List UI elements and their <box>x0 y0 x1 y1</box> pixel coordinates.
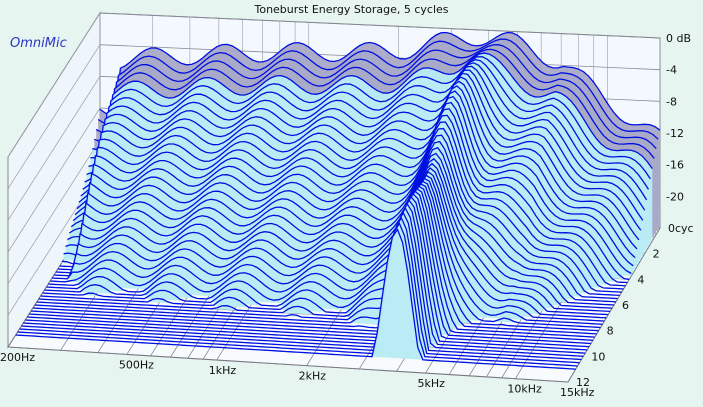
slice-trace <box>76 80 638 250</box>
slice-trace <box>63 121 624 290</box>
slice-trace <box>61 127 622 293</box>
slice-trace <box>17 222 578 367</box>
x-tick-label: 10kHz <box>507 383 542 396</box>
grid-line-cycle <box>7 346 569 383</box>
grid-line-db-left <box>7 107 101 253</box>
slice-trace <box>29 195 590 348</box>
grid-line-db-left <box>7 44 101 189</box>
slice-trace <box>25 202 586 354</box>
slice-trace <box>36 185 597 335</box>
chart-title: Toneburst Energy Storage, 5 cycles <box>254 3 449 16</box>
y-tick-label: 4 <box>637 273 644 286</box>
slice-trace <box>53 152 615 306</box>
x-tick-label: 500Hz <box>119 358 154 371</box>
slice-trace <box>42 177 603 325</box>
slice-trace <box>84 65 646 211</box>
slice-trace <box>57 140 618 300</box>
slice-trace <box>90 56 651 180</box>
y-tick-label: 10 <box>591 350 605 363</box>
slice-trace <box>97 38 659 140</box>
grid-line-db-left <box>7 139 101 284</box>
z-tick-label: 0 dB <box>666 32 691 45</box>
x-tick-label: 1kHz <box>209 364 237 377</box>
slice-trace <box>94 48 655 159</box>
slice-fill <box>44 175 605 322</box>
x-tick-label: 200Hz <box>0 351 35 364</box>
z-tick-label: -4 <box>666 64 677 77</box>
slice-trace <box>23 206 584 357</box>
slice-fill <box>42 178 603 325</box>
slice-trace <box>70 95 632 275</box>
slice-trace <box>72 90 634 267</box>
slice-trace <box>48 167 609 316</box>
slice-trace <box>59 134 620 297</box>
slice-trace <box>46 170 607 319</box>
y-tick-label: 12 <box>576 376 590 389</box>
slice-trace <box>21 211 582 361</box>
x-tick-label: 15kHz <box>560 386 595 399</box>
grid-line-db-left <box>7 12 101 158</box>
slice-trace <box>95 44 657 150</box>
z-tick-label: -16 <box>666 159 684 172</box>
slice-trace <box>88 58 650 190</box>
y-tick-label: 0cyc <box>668 222 694 235</box>
slice-trace <box>99 31 661 131</box>
slice-trace <box>86 62 648 201</box>
slice-trace <box>27 198 588 351</box>
slice-trace <box>67 108 628 284</box>
slice-trace <box>78 76 640 241</box>
grid-line-db <box>99 12 661 39</box>
slice-trace <box>65 114 626 287</box>
slice-trace <box>68 101 630 280</box>
grid-line-db-left <box>7 76 101 221</box>
y-tick-label: 6 <box>622 299 629 312</box>
slice-trace <box>34 187 595 338</box>
z-tick-label: -12 <box>666 127 684 140</box>
slice-trace <box>80 72 642 231</box>
slice-trace <box>82 69 644 221</box>
slice-trace <box>50 162 611 313</box>
y-tick-label: 2 <box>653 248 660 261</box>
slice-trace <box>32 190 593 341</box>
slice-trace <box>44 174 605 322</box>
y-tick-label: 8 <box>607 325 614 338</box>
slice-trace <box>74 85 636 259</box>
x-tick-label: 2kHz <box>299 370 327 383</box>
slice-trace <box>19 216 580 364</box>
slice-trace <box>92 52 653 169</box>
x-tick-label: 5kHz <box>418 377 446 390</box>
slice-trace <box>38 182 599 332</box>
z-tick-label: -8 <box>666 95 677 108</box>
slice-trace <box>15 228 576 370</box>
z-tick-label: -20 <box>666 190 684 203</box>
slice-trace <box>55 146 616 303</box>
slice-trace <box>52 157 613 309</box>
slice-trace <box>30 192 592 345</box>
brand-label: OmniMic <box>10 36 67 51</box>
slice-trace <box>40 180 601 329</box>
